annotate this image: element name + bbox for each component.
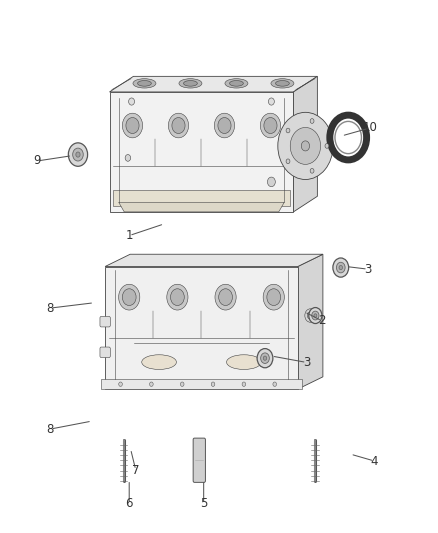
- Text: 1: 1: [125, 229, 133, 242]
- Circle shape: [309, 308, 322, 324]
- Ellipse shape: [184, 80, 198, 86]
- Text: 4: 4: [371, 455, 378, 467]
- Circle shape: [257, 349, 273, 368]
- Circle shape: [273, 382, 276, 386]
- Circle shape: [170, 289, 184, 305]
- Circle shape: [267, 289, 281, 305]
- Circle shape: [149, 382, 153, 386]
- Circle shape: [268, 98, 274, 105]
- Circle shape: [122, 113, 143, 138]
- Circle shape: [310, 119, 314, 123]
- Circle shape: [305, 309, 316, 322]
- Ellipse shape: [276, 80, 290, 86]
- Circle shape: [268, 177, 276, 187]
- Circle shape: [290, 127, 321, 164]
- Polygon shape: [105, 254, 323, 266]
- Circle shape: [286, 128, 290, 133]
- Polygon shape: [298, 254, 323, 389]
- Ellipse shape: [179, 79, 202, 88]
- Ellipse shape: [230, 80, 244, 86]
- Text: 2: 2: [318, 314, 326, 327]
- Ellipse shape: [142, 355, 177, 369]
- Circle shape: [119, 284, 140, 310]
- Text: 10: 10: [363, 122, 378, 134]
- Ellipse shape: [271, 79, 294, 88]
- Text: 8: 8: [47, 302, 54, 314]
- Circle shape: [325, 143, 329, 148]
- Circle shape: [126, 117, 139, 134]
- Polygon shape: [110, 76, 318, 92]
- Polygon shape: [119, 203, 284, 212]
- Circle shape: [301, 141, 310, 151]
- Circle shape: [211, 382, 215, 386]
- Polygon shape: [293, 76, 318, 212]
- Ellipse shape: [133, 79, 156, 88]
- Circle shape: [307, 312, 314, 319]
- Circle shape: [278, 112, 333, 180]
- Circle shape: [167, 284, 188, 310]
- Circle shape: [260, 113, 281, 138]
- Circle shape: [261, 353, 269, 364]
- Text: 7: 7: [132, 464, 140, 477]
- Circle shape: [339, 265, 343, 270]
- Circle shape: [333, 258, 349, 277]
- Circle shape: [218, 117, 231, 134]
- Text: 3: 3: [303, 356, 310, 369]
- Text: 8: 8: [47, 423, 54, 435]
- Circle shape: [122, 289, 136, 305]
- Circle shape: [172, 117, 185, 134]
- Circle shape: [119, 382, 122, 386]
- Circle shape: [76, 152, 80, 157]
- Circle shape: [286, 159, 290, 164]
- Polygon shape: [101, 379, 302, 389]
- Text: 3: 3: [364, 263, 371, 276]
- Circle shape: [215, 284, 236, 310]
- Circle shape: [73, 148, 83, 161]
- Circle shape: [129, 98, 134, 105]
- Polygon shape: [105, 266, 298, 389]
- FancyBboxPatch shape: [100, 347, 110, 358]
- Circle shape: [263, 356, 267, 360]
- Circle shape: [312, 311, 319, 320]
- Circle shape: [314, 314, 317, 317]
- Circle shape: [125, 155, 131, 161]
- Circle shape: [219, 289, 233, 305]
- Circle shape: [263, 284, 284, 310]
- Ellipse shape: [225, 79, 248, 88]
- Text: 6: 6: [125, 497, 133, 510]
- Ellipse shape: [226, 355, 261, 369]
- Circle shape: [242, 382, 246, 386]
- Circle shape: [168, 113, 189, 138]
- Circle shape: [310, 168, 314, 173]
- Polygon shape: [110, 92, 293, 212]
- FancyBboxPatch shape: [100, 317, 110, 327]
- Circle shape: [68, 143, 88, 166]
- Text: 5: 5: [200, 497, 207, 510]
- Text: 9: 9: [33, 155, 41, 167]
- FancyBboxPatch shape: [193, 438, 205, 482]
- Circle shape: [180, 382, 184, 386]
- Polygon shape: [113, 190, 290, 206]
- Circle shape: [214, 113, 235, 138]
- Circle shape: [336, 262, 345, 273]
- Circle shape: [264, 117, 277, 134]
- Ellipse shape: [138, 80, 152, 86]
